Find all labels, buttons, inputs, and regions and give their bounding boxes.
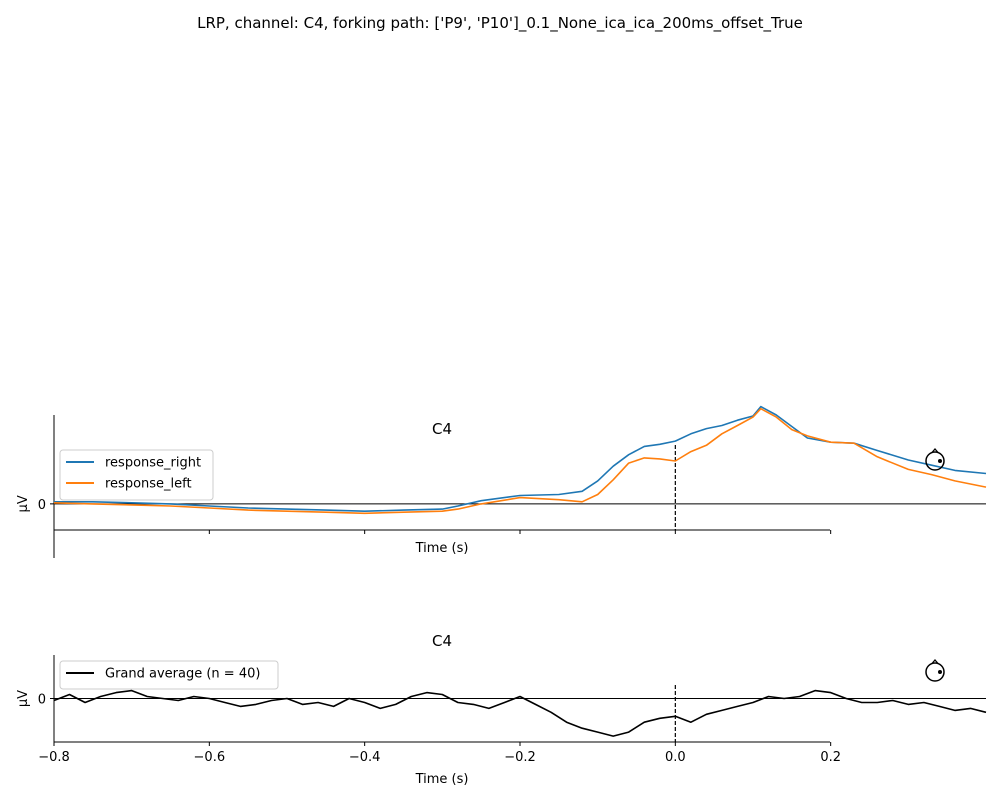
x-axis-label: Time (s) [415, 772, 469, 787]
legend-box [59, 449, 214, 501]
x-tick-label: −0.6 [194, 750, 226, 765]
x-tick-label: 0.2 [820, 750, 841, 765]
legend-label: response_right [105, 456, 201, 471]
y-tick-label: 0 [38, 693, 46, 708]
legend: Grand average (n = 40) [59, 660, 279, 690]
bottom-axes: C4 −0.8 −0.6 −0.4 −0.2 0.0 0.2 0 Time (s) µV Grand… [16, 632, 987, 787]
x-tick-label: −0.4 [349, 750, 381, 765]
x-tick-label: −0.8 [38, 750, 70, 765]
series-line [53, 689, 987, 737]
y-axis-label: µV [16, 690, 31, 707]
series-line [53, 407, 987, 515]
top-axes: C4 0 Time (s) µV response_right response_left [16, 405, 987, 558]
sensor-head-icon [925, 448, 945, 471]
axes-title: C4 [432, 632, 452, 650]
sensor-head-icon [925, 659, 945, 682]
x-tick-label: 0.0 [665, 750, 686, 765]
figure-title: LRP, channel: C4, forking path: ['P9', '… [197, 14, 803, 33]
x-axis-label: Time (s) [415, 541, 469, 556]
legend-box [59, 660, 279, 690]
axes-title: C4 [432, 420, 452, 438]
legend: response_right response_left [59, 449, 214, 501]
x-tick-label: −0.2 [504, 750, 536, 765]
y-tick-label: 0 [38, 498, 46, 513]
legend-label: Grand average (n = 40) [105, 667, 260, 682]
legend-label: response_left [105, 477, 192, 492]
y-axis-label: µV [16, 495, 31, 512]
